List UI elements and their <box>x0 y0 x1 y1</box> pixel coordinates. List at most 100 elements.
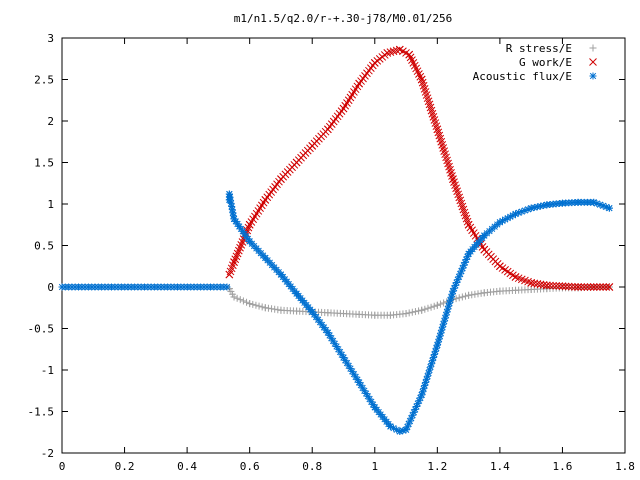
y-tick-label: 2 <box>47 115 54 128</box>
data-point <box>433 341 441 349</box>
data-point <box>225 196 233 204</box>
plot-frame <box>61 37 626 454</box>
data-point <box>395 45 404 54</box>
legend-label: G work/E <box>519 56 572 69</box>
data-point <box>370 59 379 67</box>
data-point <box>293 307 301 315</box>
data-point <box>246 237 254 245</box>
data-point <box>230 258 238 266</box>
data-point <box>449 287 457 295</box>
data-point <box>511 273 520 281</box>
data-point <box>512 210 520 218</box>
data-point <box>433 125 442 134</box>
x-tick-label: 0.6 <box>240 460 260 473</box>
x-tick-label: 0.4 <box>177 460 197 473</box>
data-point <box>371 311 379 319</box>
legend-label: R stress/E <box>506 42 572 55</box>
data-point <box>261 304 269 312</box>
data-point <box>225 270 234 279</box>
data-point <box>324 329 332 337</box>
data-point <box>383 49 392 57</box>
data-point <box>527 278 536 287</box>
data-point <box>324 125 332 134</box>
data-point <box>480 245 489 254</box>
series-1-markers <box>225 45 614 291</box>
x-tick-label: 1.8 <box>615 460 635 473</box>
data-point <box>574 283 582 291</box>
data-point <box>465 250 473 258</box>
series-0-markers <box>225 283 613 319</box>
data-point <box>308 142 317 150</box>
y-tick-label: 0.5 <box>34 240 54 253</box>
data-point <box>277 175 285 183</box>
legend-label: Acoustic flux/E <box>473 70 572 83</box>
y-tick-label: 3 <box>47 32 54 45</box>
data-point <box>225 190 233 198</box>
data-point <box>371 403 379 411</box>
data-point <box>386 422 394 430</box>
x-tick-label: 0 <box>59 460 66 473</box>
data-point <box>386 311 394 319</box>
data-point <box>355 310 363 318</box>
y-tick-label: 1 <box>47 198 54 211</box>
data-point <box>496 218 504 226</box>
legend-marker <box>589 44 597 52</box>
x-tick-label: 1 <box>371 460 378 473</box>
data-point <box>605 204 613 212</box>
data-point <box>355 79 363 88</box>
data-point <box>605 283 614 291</box>
data-point <box>402 426 410 434</box>
data-point <box>496 287 504 295</box>
data-point <box>230 215 238 223</box>
y-tick-label: -2 <box>41 447 54 460</box>
data-point <box>542 281 551 290</box>
data-point <box>340 310 347 318</box>
y-tick-label: 0 <box>47 281 54 294</box>
x-tick-label: 1.2 <box>427 460 447 473</box>
data-point <box>590 198 598 206</box>
data-point <box>230 293 238 301</box>
x-tick-label: 1.6 <box>553 460 573 473</box>
data-point <box>261 195 270 204</box>
series-2-markers <box>58 190 613 435</box>
data-point <box>512 286 520 294</box>
data-point <box>293 290 301 298</box>
data-point <box>543 201 551 209</box>
data-point <box>245 220 254 229</box>
chart-title: m1/n1.5/q2.0/r-+.30-j78/M0.01/256 <box>234 12 453 25</box>
data-point <box>574 198 582 206</box>
data-point <box>292 158 301 167</box>
data-point <box>261 254 269 262</box>
data-point <box>418 391 426 399</box>
data-point <box>464 220 473 229</box>
data-point <box>405 50 414 59</box>
data-point <box>449 175 457 183</box>
data-point <box>480 289 488 297</box>
data-point <box>396 427 404 435</box>
data-point <box>246 300 254 308</box>
data-point <box>308 308 316 316</box>
y-tick-label: -1.5 <box>28 406 55 419</box>
x-tick-label: 0.8 <box>302 460 322 473</box>
series-layer <box>58 45 614 435</box>
data-point <box>402 310 410 318</box>
x-tick-label: 1.4 <box>490 460 510 473</box>
data-point <box>589 283 598 291</box>
data-point <box>480 232 488 240</box>
data-point <box>355 378 363 386</box>
data-point <box>277 271 285 279</box>
data-point <box>324 309 332 317</box>
y-tick-label: -0.5 <box>28 323 55 336</box>
data-point <box>558 199 566 207</box>
y-tick-label: 2.5 <box>34 74 54 87</box>
x-tick-label: 0.2 <box>115 460 135 473</box>
data-point <box>340 354 347 362</box>
data-point <box>339 104 348 113</box>
data-point <box>465 291 473 299</box>
data-point <box>496 262 504 271</box>
y-tick-label: 1.5 <box>34 157 54 170</box>
data-point <box>527 204 535 212</box>
data-point <box>277 306 285 314</box>
data-point <box>418 306 426 314</box>
